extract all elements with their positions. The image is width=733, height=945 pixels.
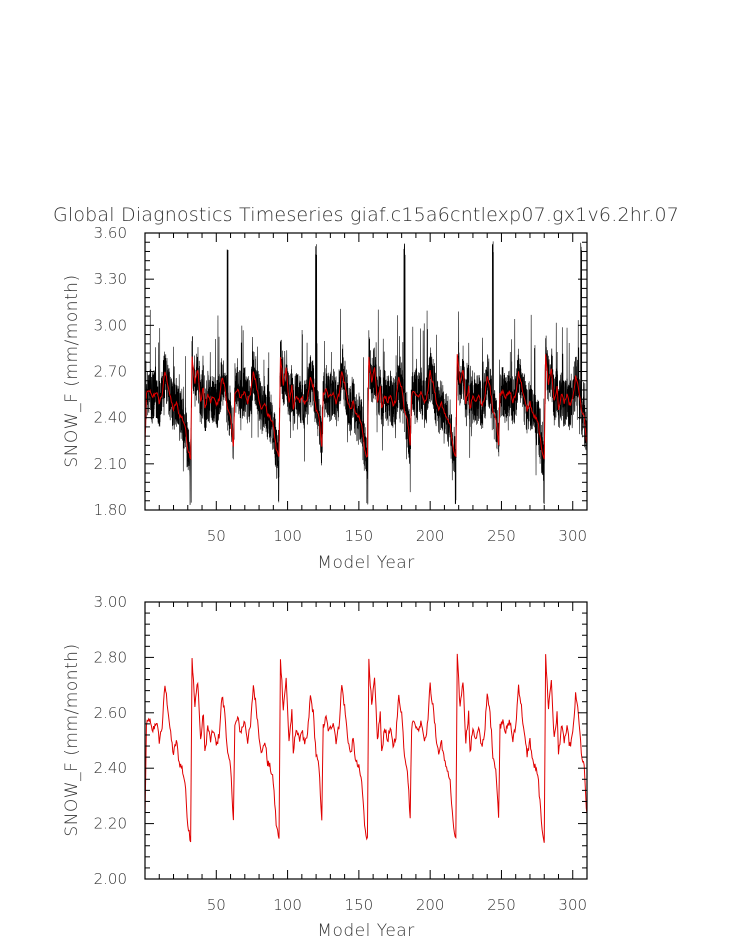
x-axis-label: Model Year bbox=[317, 921, 414, 941]
y-tick-label: 3.00 bbox=[94, 316, 127, 334]
y-tick-label: 3.30 bbox=[94, 270, 127, 288]
y-axis-label: SNOW_F (mm/month) bbox=[62, 643, 82, 836]
y-tick-label: 2.20 bbox=[94, 815, 127, 833]
series-layer bbox=[145, 653, 587, 843]
x-tick-label: 200 bbox=[416, 896, 445, 914]
chart-title: Global Diagnostics Timeseries giaf.c15a6… bbox=[53, 204, 679, 226]
y-tick-label: 3.00 bbox=[94, 593, 127, 611]
x-tick-label: 200 bbox=[416, 527, 445, 545]
tick-layer: 50 100 150 200 250 300 1.80 2.10 2.40 2.70 3.00 3.3… bbox=[94, 224, 588, 545]
x-tick-label: 100 bbox=[273, 896, 302, 914]
x-tick-label: 150 bbox=[345, 896, 374, 914]
y-axis-label: SNOW_F (mm/month) bbox=[62, 274, 82, 467]
x-tick-label: 100 bbox=[273, 527, 302, 545]
x-tick-label: 300 bbox=[558, 896, 587, 914]
y-tick-label: 3.60 bbox=[94, 224, 127, 242]
y-tick-label: 2.70 bbox=[94, 363, 127, 381]
tick-layer: 50 100 150 200 250 300 2.00 2.20 2.40 2.60 2.80 3.0… bbox=[94, 593, 588, 914]
series-line-monthly bbox=[145, 241, 587, 505]
annual-chart-panel: 50 100 150 200 250 300 2.00 2.20 2.40 2.60 2.80 3.0… bbox=[62, 593, 588, 941]
y-tick-label: 2.10 bbox=[94, 455, 127, 473]
x-tick-label: 250 bbox=[487, 896, 516, 914]
x-tick-label: 300 bbox=[558, 527, 587, 545]
y-tick-label: 1.80 bbox=[94, 501, 127, 519]
x-axis-label: Model Year bbox=[317, 553, 414, 573]
monthly-chart-panel: 50 100 150 200 250 300 1.80 2.10 2.40 2.70 3.00 3.3… bbox=[62, 224, 588, 573]
y-tick-label: 2.40 bbox=[94, 409, 127, 427]
y-tick-label: 2.40 bbox=[94, 759, 127, 777]
plot-frame bbox=[144, 601, 588, 880]
x-tick-label: 50 bbox=[207, 527, 226, 545]
x-tick-label: 250 bbox=[487, 527, 516, 545]
y-tick-label: 2.00 bbox=[94, 870, 127, 888]
series-line-annual-mean bbox=[145, 354, 587, 461]
x-tick-label: 150 bbox=[345, 527, 374, 545]
series-line-annual-mean bbox=[145, 653, 587, 843]
y-tick-label: 2.60 bbox=[94, 704, 127, 722]
x-tick-label: 50 bbox=[207, 896, 226, 914]
series-layer bbox=[145, 241, 587, 505]
y-tick-label: 2.80 bbox=[94, 648, 127, 666]
